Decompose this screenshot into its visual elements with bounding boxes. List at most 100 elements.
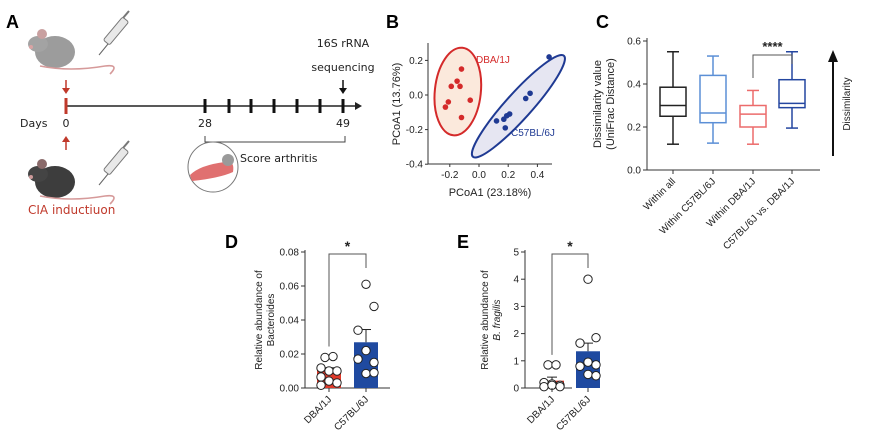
data-point <box>369 301 379 312</box>
significance-label: * <box>567 238 573 254</box>
x-tick-label: -0.2 <box>441 170 459 181</box>
dissimilarity-arrow-up-icon <box>828 50 838 62</box>
c57-confidence-ellipse <box>470 53 566 159</box>
day-label-0: 0 <box>63 117 70 130</box>
syringe-icon <box>98 10 130 56</box>
sequencing-label-line1: 16S rRNA <box>317 37 370 50</box>
y-tick-label: 1 <box>513 356 519 367</box>
y-tick-label: -0.4 <box>406 160 424 171</box>
arthritis-paw-icon <box>187 141 239 193</box>
gray-mouse-icon <box>28 29 115 75</box>
box-2 <box>739 89 767 145</box>
data-point <box>332 378 342 388</box>
y-tick-label: 0.06 <box>280 282 300 293</box>
x-tick-label: DBA/1J <box>302 394 334 426</box>
cia-induction-label: CIA inductiuon <box>28 203 115 217</box>
data-point <box>575 361 585 371</box>
data-point <box>583 369 593 380</box>
y-tick-label: 3 <box>513 302 519 313</box>
data-point <box>361 279 371 289</box>
panel-a-timeline: 16S rRNA sequencing Days 0 28 49 Score a… <box>20 10 375 217</box>
data-point <box>324 376 334 386</box>
y-axis-label: PCoA1 (13.76%) <box>391 63 403 146</box>
y-tick-label: 0.4 <box>627 80 641 91</box>
scatter-point-c57 <box>502 125 509 131</box>
box-iqr <box>739 104 767 128</box>
x-axis-label: PCoA1 (23.18%) <box>449 187 532 199</box>
y-axis-label-line1: Relative abundance of <box>480 270 491 370</box>
y-axis-label-line1: Dissimilarity value <box>592 60 604 148</box>
scoring-bracket <box>204 136 346 143</box>
data-point <box>555 381 565 392</box>
red-up-arrow-icon <box>62 136 70 150</box>
syringe-icon <box>98 140 130 186</box>
data-point <box>328 351 338 362</box>
x-tick-label: 0.4 <box>530 170 544 181</box>
y-tick-label: 0.02 <box>280 350 300 361</box>
y-tick-label: 0.08 <box>280 248 300 259</box>
box-3 <box>778 51 806 129</box>
y-tick-label: 0.04 <box>280 316 300 327</box>
data-point <box>551 360 561 370</box>
data-point <box>324 366 334 376</box>
data-point <box>591 332 601 343</box>
scatter-point-dba <box>454 78 460 84</box>
data-point <box>591 360 601 370</box>
scatter-point-c57 <box>493 118 500 124</box>
red-down-arrow-icon <box>62 80 70 94</box>
y-axis-label-line2: B. fragilis <box>492 299 503 340</box>
data-point <box>332 366 342 376</box>
dissimilarity-label: Dissimilarity <box>842 77 853 130</box>
data-point <box>361 345 371 356</box>
panel-label-c: C <box>596 12 609 32</box>
day-label-49: 49 <box>336 117 350 130</box>
scatter-point-dba <box>458 114 465 121</box>
box-0 <box>659 51 687 145</box>
y-tick-label: 0.2 <box>627 123 641 134</box>
scatter-point-c57 <box>546 54 552 60</box>
data-point <box>543 360 553 370</box>
box-iqr <box>659 86 687 117</box>
y-axis-label-line1: Relative abundance of <box>254 270 265 370</box>
significance-bracket <box>752 54 793 78</box>
y-tick-label: 5 <box>513 248 519 259</box>
legend-dba-label: DBA/1J <box>476 55 510 66</box>
significance-label: * <box>345 238 351 254</box>
y-tick-label: 0.0 <box>627 166 641 177</box>
scatter-point-dba <box>442 104 449 110</box>
score-arthritis-label: Score arthritis <box>240 152 318 165</box>
timeline-ticks <box>203 99 345 113</box>
scatter-point-c57 <box>501 116 507 123</box>
x-tick-label: C57BL/6J <box>332 394 371 433</box>
panel-label-e: E <box>457 232 469 252</box>
scatter-point-dba <box>458 66 465 72</box>
dba-confidence-ellipse <box>433 46 483 137</box>
y-tick-label: 0.6 <box>627 37 641 48</box>
x-tick-label: DBA/1J <box>525 394 557 426</box>
data-point <box>583 274 593 284</box>
y-tick-label: 0.2 <box>409 56 423 67</box>
panel-e-bar-chart: 0 1 2 3 4 5 Relative abundance of B. fragilis DB… <box>480 238 601 433</box>
legend-c57-label: C57BL/6J <box>511 128 555 139</box>
data-point <box>361 368 371 379</box>
dark-mouse-icon <box>28 159 115 205</box>
y-tick-label: 2 <box>513 329 519 340</box>
data-point <box>320 352 330 363</box>
data-point <box>353 354 363 364</box>
panel-c-boxplot: 0.0 0.2 0.4 0.6 Dissimilarity value (UniFrac … <box>592 37 853 253</box>
panel-label-b: B <box>386 12 399 32</box>
sequencing-label-line2: sequencing <box>311 61 374 74</box>
timeline-arrowhead-icon <box>355 102 362 110</box>
data-point <box>369 368 379 378</box>
x-tick-label: 0.0 <box>472 170 486 181</box>
panel-label-d: D <box>225 232 238 252</box>
scatter-point-dba <box>457 83 463 90</box>
x-tick-label: Within all <box>642 176 678 212</box>
y-tick-label: 0 <box>513 384 519 395</box>
data-point <box>369 357 379 368</box>
panel-d-bar-chart: 0.00 0.02 0.04 0.06 0.08 Relative abundance o… <box>254 238 390 433</box>
scatter-point-dba <box>448 83 455 90</box>
x-tick-label: C57BL/6J vs. DBA/1J <box>721 176 797 252</box>
box-iqr <box>699 74 727 124</box>
